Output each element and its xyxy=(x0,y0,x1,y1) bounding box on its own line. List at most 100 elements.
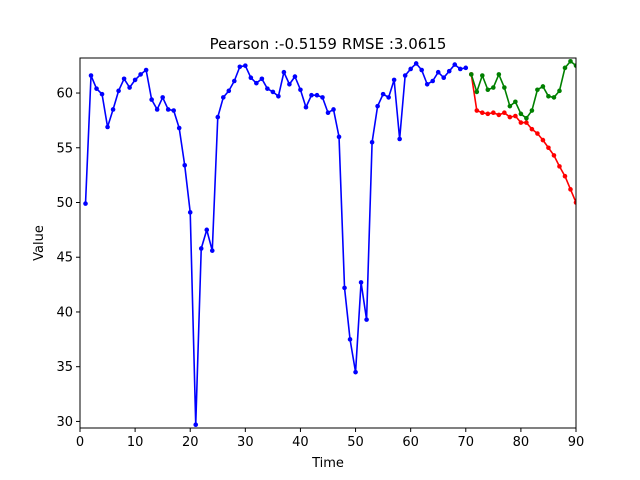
data-point xyxy=(568,187,573,192)
data-point xyxy=(424,81,430,87)
data-point xyxy=(557,88,562,94)
x-axis-label: Time xyxy=(311,456,344,471)
data-point xyxy=(491,85,496,90)
data-point xyxy=(232,78,237,84)
data-point xyxy=(325,110,331,116)
data-point xyxy=(518,120,524,125)
data-point xyxy=(110,107,116,112)
data-point xyxy=(507,114,513,120)
data-point xyxy=(546,94,551,99)
data-point xyxy=(143,67,149,73)
data-point xyxy=(265,86,270,91)
data-point xyxy=(496,112,502,118)
data-point xyxy=(452,62,458,67)
x-tick-label: 80 xyxy=(513,435,530,450)
data-point xyxy=(132,77,138,83)
data-point xyxy=(375,103,380,109)
y-tick-label: 30 xyxy=(56,415,73,430)
y-tick-label: 55 xyxy=(56,141,73,156)
data-point xyxy=(546,145,551,151)
data-point xyxy=(358,280,364,285)
data-point xyxy=(573,63,576,68)
data-point xyxy=(237,64,243,70)
data-point xyxy=(474,108,480,113)
data-point xyxy=(204,227,210,233)
y-axis-label: Value xyxy=(32,225,47,261)
data-point xyxy=(99,91,105,97)
data-point xyxy=(254,80,259,86)
data-point xyxy=(529,126,535,132)
data-point xyxy=(518,111,524,117)
data-point xyxy=(524,115,529,121)
data-point xyxy=(320,95,325,100)
data-point xyxy=(491,110,496,116)
data-point xyxy=(187,210,193,215)
data-point xyxy=(524,120,529,125)
data-point xyxy=(220,95,226,100)
data-point xyxy=(413,61,419,66)
data-point xyxy=(551,95,557,100)
data-point xyxy=(193,422,199,428)
data-point xyxy=(342,285,347,291)
data-point xyxy=(182,162,188,168)
chart-title: Pearson :-0.5159 RMSE :3.0615 xyxy=(210,35,447,53)
data-point xyxy=(468,72,474,77)
data-point xyxy=(419,67,424,73)
data-point xyxy=(105,124,110,130)
data-point xyxy=(215,114,221,120)
x-tick-label: 50 xyxy=(347,435,364,450)
data-point xyxy=(248,75,254,80)
axes-frame xyxy=(79,57,577,429)
data-point xyxy=(149,97,154,102)
data-point xyxy=(309,92,314,98)
x-tick-label: 70 xyxy=(458,435,475,450)
data-point xyxy=(380,91,386,97)
data-point xyxy=(259,76,265,82)
data-point xyxy=(94,86,99,91)
data-point xyxy=(270,89,276,95)
data-point xyxy=(463,65,469,71)
x-tick-label: 60 xyxy=(402,435,419,450)
data-point xyxy=(369,139,375,145)
data-point xyxy=(540,137,546,143)
data-point xyxy=(480,110,485,116)
data-point xyxy=(513,99,518,105)
series-group xyxy=(83,58,576,428)
data-point xyxy=(88,73,94,78)
data-point xyxy=(529,108,535,113)
data-point xyxy=(457,66,463,72)
data-point xyxy=(353,369,358,375)
series-line-0 xyxy=(84,62,467,426)
data-point xyxy=(243,63,248,68)
data-point xyxy=(391,77,397,83)
data-point xyxy=(480,73,485,78)
y-tick-label: 45 xyxy=(56,251,73,266)
data-point xyxy=(364,317,369,322)
data-point xyxy=(347,337,353,342)
data-point xyxy=(298,87,303,93)
data-point xyxy=(198,246,204,251)
data-point xyxy=(83,201,88,206)
x-tick-label: 20 xyxy=(182,435,199,450)
data-point xyxy=(540,84,546,89)
data-point xyxy=(557,164,562,169)
data-point xyxy=(502,110,507,116)
data-point xyxy=(176,125,182,131)
data-point xyxy=(121,76,127,82)
data-point xyxy=(287,81,292,87)
data-point xyxy=(496,72,502,77)
data-point xyxy=(430,78,436,84)
x-tick-label: 10 xyxy=(127,435,144,450)
data-point xyxy=(276,94,281,99)
data-point xyxy=(573,200,576,205)
data-point xyxy=(160,95,165,100)
data-point xyxy=(336,134,342,140)
data-point xyxy=(331,107,336,112)
data-point xyxy=(292,74,298,79)
data-point xyxy=(402,73,408,78)
data-point xyxy=(281,69,287,75)
data-point xyxy=(435,69,441,75)
x-tick-label: 30 xyxy=(237,435,254,450)
x-tick-label: 90 xyxy=(568,435,585,450)
data-point xyxy=(474,89,480,95)
